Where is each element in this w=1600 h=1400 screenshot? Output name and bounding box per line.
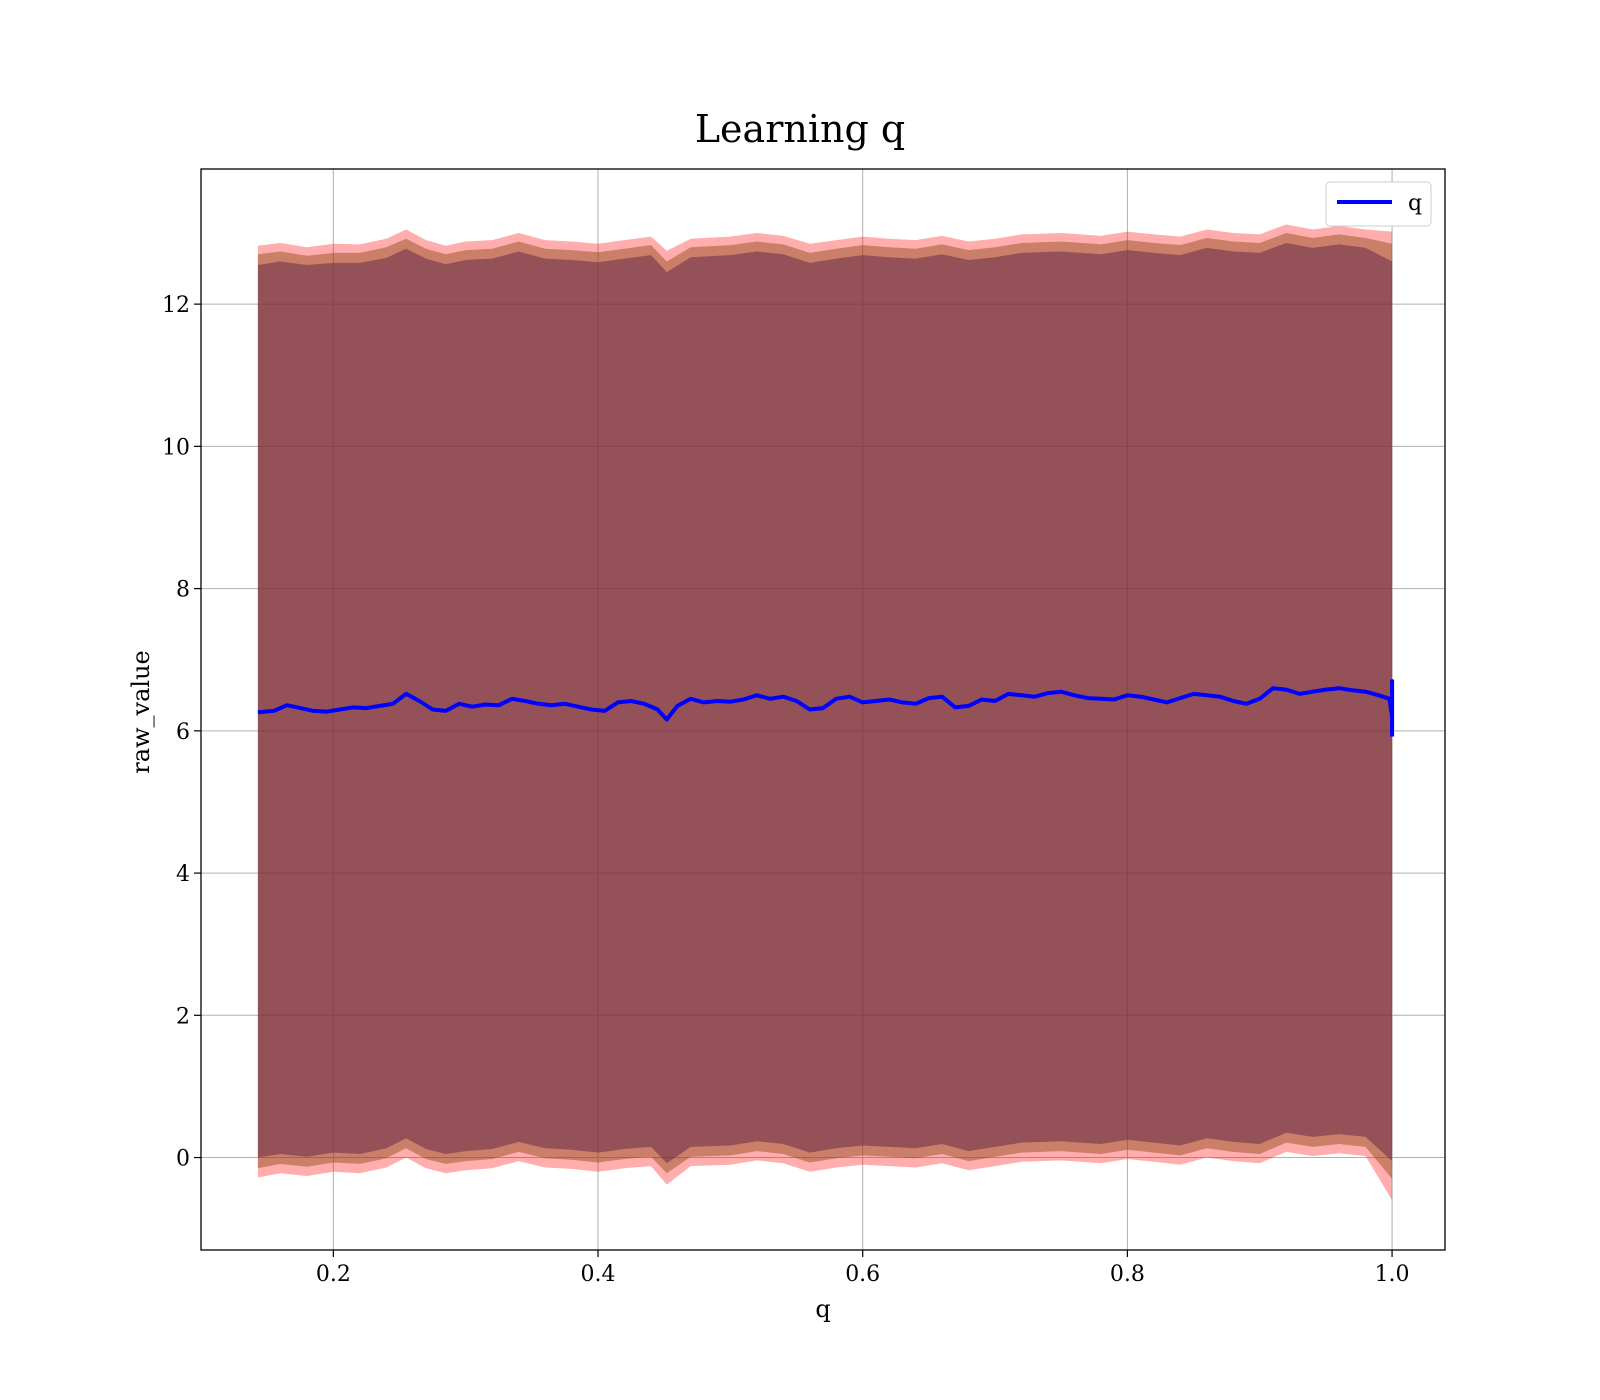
chart-title: Learning q xyxy=(695,107,905,151)
x-tick-label: 1.0 xyxy=(1375,1262,1410,1287)
confidence-bands xyxy=(257,224,1393,1201)
y-tick-label: 6 xyxy=(176,720,190,745)
x-tick-label: 0.2 xyxy=(316,1262,351,1287)
y-axis-label: raw_value xyxy=(127,650,155,774)
plot-area xyxy=(200,168,1446,1251)
x-tick-label: 0.6 xyxy=(845,1262,880,1287)
y-tick-label: 10 xyxy=(162,435,190,460)
y-tick-label: 12 xyxy=(162,293,190,318)
series-lines xyxy=(257,679,1395,737)
y-tick-label: 4 xyxy=(176,862,190,887)
series-line-q xyxy=(257,679,1395,737)
legend: q xyxy=(1325,181,1432,227)
y-axis-ticks: 0 2 4 6 8 10 12 xyxy=(162,293,201,1172)
x-tick-label: 0.8 xyxy=(1110,1262,1145,1287)
y-tick-label: 2 xyxy=(176,1004,190,1029)
x-axis-label: q xyxy=(815,1295,830,1323)
y-tick-label: 8 xyxy=(176,578,190,603)
legend-label-q: q xyxy=(1408,191,1422,216)
confidence-band-2 xyxy=(257,243,1393,1164)
y-tick-label: 0 xyxy=(176,1147,190,1172)
plot-frame xyxy=(200,168,1446,1251)
x-tick-label: 0.4 xyxy=(581,1262,616,1287)
x-axis-ticks: 0.2 0.4 0.6 0.8 1.0 xyxy=(316,1250,1410,1287)
